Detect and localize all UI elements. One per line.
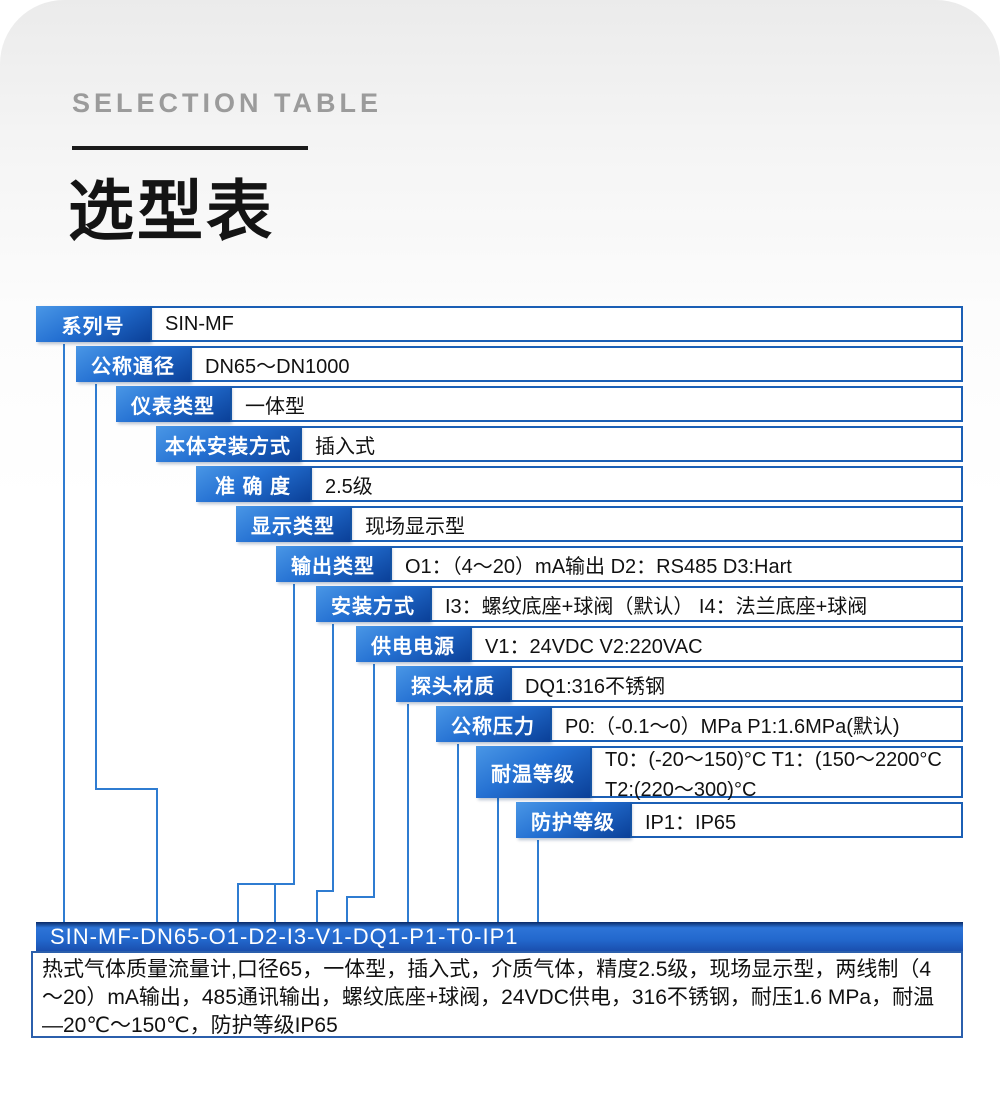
connector-line (497, 798, 499, 922)
connector-line (95, 384, 97, 790)
row-value: DN65～DN1000 (190, 346, 963, 382)
row-value-text: DN65～DN1000 (205, 350, 961, 379)
row-label: 安装方式 (316, 586, 430, 622)
row-value-text: 现场显示型 (365, 510, 961, 539)
row-value-text: O1：（4～20）mA输出 D2：RS485 D3:Hart (405, 550, 961, 579)
selection-row: 探头材质 DQ1:316不锈钢 (396, 666, 963, 702)
row-label: 公称通径 (76, 346, 190, 382)
connector-line (156, 788, 158, 922)
selection-row: 系列号 SIN-MF (36, 306, 963, 342)
description-box: 热式气体质量流量计,口径65，一体型，插入式，介质气体，精度2.5级，现场显示型… (31, 951, 963, 1038)
selection-row: 输出类型 O1：（4～20）mA输出 D2：RS485 D3:Hart (276, 546, 963, 582)
connector-line (63, 344, 65, 922)
row-label: 公称压力 (436, 706, 550, 742)
row-value: 2.5级 (310, 466, 963, 502)
eyebrow-text: SELECTION TABLE (72, 88, 382, 119)
connector-line (274, 883, 276, 922)
row-value-text: 一体型 (245, 390, 961, 419)
description-text: 热式气体质量流量计,口径65，一体型，插入式，介质气体，精度2.5级，现场显示型… (42, 958, 934, 1037)
row-value: V1：24VDC V2:220VAC (470, 626, 963, 662)
row-label: 显示类型 (236, 506, 350, 542)
row-value-text-line2: T2:(220～300)°C (605, 773, 961, 802)
row-value-text: DQ1:316不锈钢 (525, 670, 961, 699)
selection-table-page: SELECTION TABLE 选型表 系列号 SIN-MF 公称通径 DN65～DN… (0, 0, 1000, 1118)
connector-line (346, 896, 375, 898)
model-code-text: SIN-MF-DN65-O1-D2-I3-V1-DQ1-P1-T0-IP1 (50, 924, 519, 950)
connector-line (346, 896, 348, 922)
row-value: DQ1:316不锈钢 (510, 666, 963, 702)
selection-row: 防护等级 IP1：IP65 (516, 802, 963, 838)
row-value-text: V1：24VDC V2:220VAC (485, 630, 961, 659)
connector-line (407, 704, 409, 922)
row-label: 耐温等级 (476, 746, 590, 798)
row-label: 系列号 (36, 306, 150, 342)
row-value-text: 插入式 (315, 430, 961, 459)
row-label: 探头材质 (396, 666, 510, 702)
page-title: 选型表 (68, 158, 275, 254)
selection-row: 耐温等级T0：(-20～150)°C T1：(150～2200°CT2:(220… (476, 746, 963, 798)
row-value-text: I3：螺纹底座+球阀（默认） I4：法兰底座+球阀 (445, 590, 961, 619)
selection-row: 供电电源 V1：24VDC V2:220VAC (356, 626, 963, 662)
connector-line (316, 890, 318, 922)
row-label: 本体安装方式 (156, 426, 300, 462)
row-value: O1：（4～20）mA输出 D2：RS485 D3:Hart (390, 546, 963, 582)
connector-line (237, 883, 239, 922)
row-value: 插入式 (300, 426, 963, 462)
selection-row: 安装方式 I3：螺纹底座+球阀（默认） I4：法兰底座+球阀 (316, 586, 963, 622)
row-value-text: IP1：IP65 (645, 806, 961, 835)
row-value-text: P0:（-0.1～0）MPa P1:1.6MPa(默认) (565, 710, 961, 739)
connector-line (95, 788, 158, 790)
connector-line (237, 883, 295, 885)
connector-line (316, 890, 334, 892)
title-underline (72, 146, 308, 150)
connector-line (293, 584, 295, 885)
row-label: 准 确 度 (196, 466, 310, 502)
selection-row: 仪表类型一体型 (116, 386, 963, 422)
row-value: I3：螺纹底座+球阀（默认） I4：法兰底座+球阀 (430, 586, 963, 622)
connector-line (332, 624, 334, 892)
selection-row: 公称压力 P0:（-0.1～0）MPa P1:1.6MPa(默认) (436, 706, 963, 742)
row-value: 现场显示型 (350, 506, 963, 542)
row-value-text: SIN-MF (165, 313, 961, 336)
row-label: 仪表类型 (116, 386, 230, 422)
row-value: IP1：IP65 (630, 802, 963, 838)
row-value-text: T0：(-20～150)°C T1：(150～2200°C (605, 743, 961, 772)
selection-row: 公称通径 DN65～DN1000 (76, 346, 963, 382)
row-value: SIN-MF (150, 306, 963, 342)
row-label: 输出类型 (276, 546, 390, 582)
selection-row: 准 确 度 2.5级 (196, 466, 963, 502)
selection-row: 本体安装方式插入式 (156, 426, 963, 462)
connector-line (457, 744, 459, 922)
row-label: 防护等级 (516, 802, 630, 838)
row-value: 一体型 (230, 386, 963, 422)
model-code-bar: SIN-MF-DN65-O1-D2-I3-V1-DQ1-P1-T0-IP1 (36, 922, 963, 951)
row-value: T0：(-20～150)°C T1：(150～2200°CT2:(220～300… (590, 746, 963, 798)
row-value-text: 2.5级 (325, 470, 961, 499)
connector-line (537, 840, 539, 922)
row-label: 供电电源 (356, 626, 470, 662)
selection-row: 显示类型现场显示型 (236, 506, 963, 542)
row-value: P0:（-0.1～0）MPa P1:1.6MPa(默认) (550, 706, 963, 742)
connector-line (373, 664, 375, 898)
